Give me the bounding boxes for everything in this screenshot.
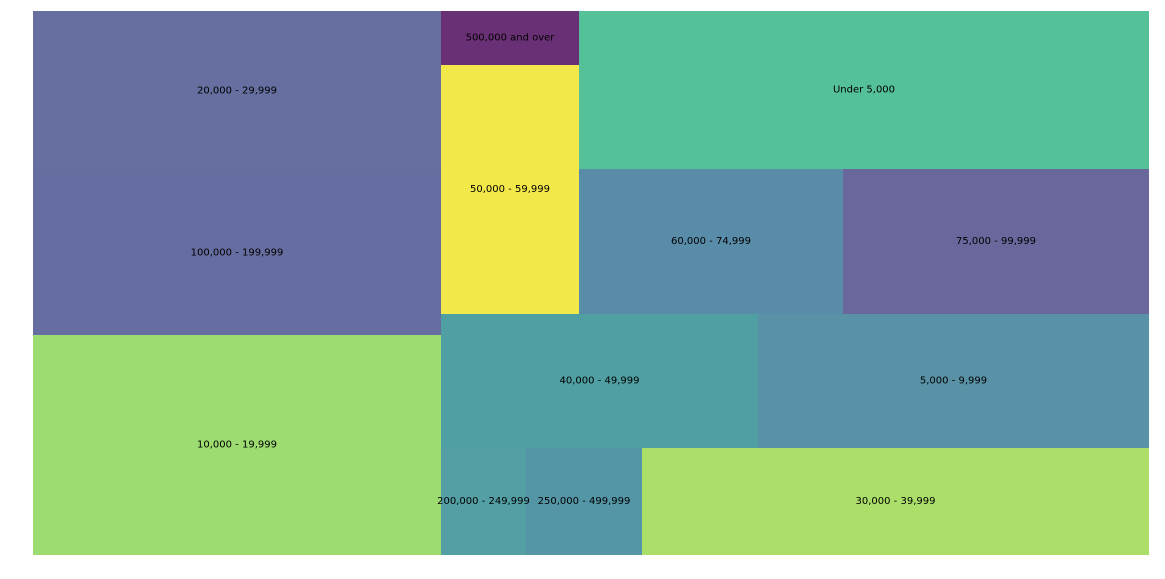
treemap-label-30-000-39-999: 30,000 - 39,999 bbox=[856, 496, 936, 507]
treemap-label-75-000-99-999: 75,000 - 99,999 bbox=[956, 236, 1036, 247]
treemap-tile-250-000-499-999 bbox=[526, 448, 642, 555]
treemap-label-250-000-499-999: 250,000 - 499,999 bbox=[538, 496, 631, 507]
treemap-tile-50-000-59-999 bbox=[441, 65, 579, 314]
treemap-label-200-000-249-999: 200,000 - 249,999 bbox=[437, 496, 530, 507]
treemap-label-40-000-49-999: 40,000 - 49,999 bbox=[560, 376, 640, 387]
treemap-label-under-5-000: Under 5,000 bbox=[833, 85, 895, 96]
treemap-label-500-000-and-over: 500,000 and over bbox=[466, 33, 556, 44]
treemap-tiles bbox=[33, 11, 1149, 555]
treemap-label-60-000-74-999: 60,000 - 74,999 bbox=[671, 236, 751, 247]
treemap-label-5-000-9-999: 5,000 - 9,999 bbox=[920, 376, 987, 387]
treemap-tile-under-5-000 bbox=[579, 11, 1149, 169]
treemap-tile-40-000-49-999 bbox=[441, 314, 758, 448]
treemap-label-100-000-199-999: 100,000 - 199,999 bbox=[191, 248, 284, 259]
treemap-tile-30-000-39-999 bbox=[642, 448, 1149, 555]
treemap-tile-5-000-9-999 bbox=[758, 314, 1149, 448]
treemap-tile-200-000-249-999 bbox=[441, 448, 526, 555]
treemap-labels: 20,000 - 29,999 100,000 - 199,999 10,000 -… bbox=[191, 33, 1036, 508]
treemap-label-10-000-19-999: 10,000 - 19,999 bbox=[197, 440, 277, 451]
treemap-tile-500-000-and-over bbox=[441, 11, 579, 65]
treemap-tile-10-000-19-999 bbox=[33, 335, 441, 555]
treemap-tile-60-000-74-999 bbox=[579, 169, 843, 314]
treemap-tile-100-000-199-999 bbox=[33, 171, 441, 335]
treemap-label-20-000-29-999: 20,000 - 29,999 bbox=[197, 86, 277, 97]
treemap-tile-20-000-29-999 bbox=[33, 11, 441, 171]
treemap-label-50-000-59-999: 50,000 - 59,999 bbox=[470, 184, 550, 195]
treemap-tile-75-000-99-999 bbox=[843, 169, 1149, 314]
